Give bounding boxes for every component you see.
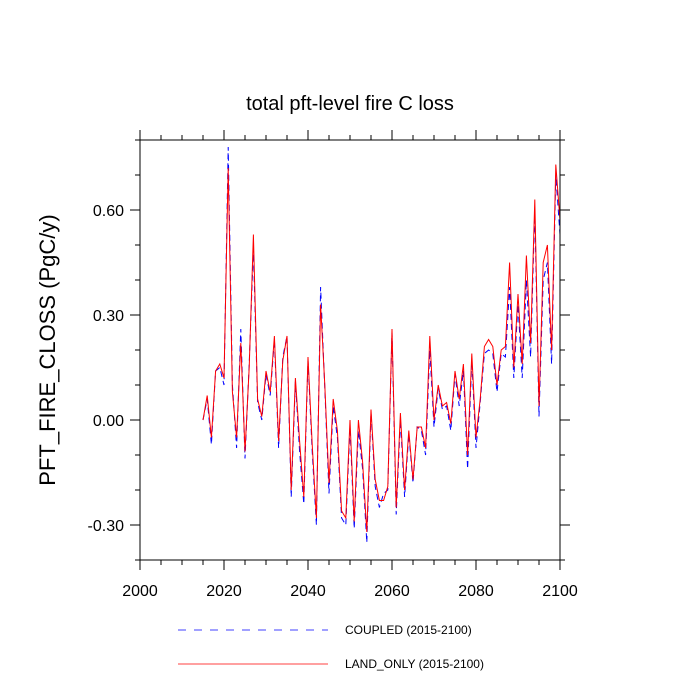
x-tick-label: 2020 [206,583,242,600]
x-tick-label: 2060 [374,583,410,600]
x-tick-label: 2000 [122,583,158,600]
plot-frame [139,139,561,561]
legend-label-coupled: COUPLED (2015-2100) [345,623,472,637]
y-tick-label: 0.60 [93,203,124,220]
y-tick-label: -0.30 [88,518,125,535]
plot-lines [202,146,561,543]
axis-tick-labels: 2000 2020 2040 2060 2080 2100 -0.30 0.00 0.30 0.6… [88,203,578,600]
x-tick-label: 2080 [458,583,494,600]
y-tick-label: 0.00 [93,413,124,430]
legend: COUPLED (2015-2100) LAND_ONLY (2015-2100… [178,623,484,671]
legend-label-land-only: LAND_ONLY (2015-2100) [345,657,484,671]
x-tick-label: 2100 [542,583,578,600]
axis-ticks [130,130,570,570]
chart-title: total pft-level fire C loss [246,93,454,115]
y-axis-label: PFT_FIRE_CLOSS (PgC/y) [35,214,60,485]
y-tick-label: 0.30 [93,308,124,325]
x-tick-label: 2040 [290,583,326,600]
series-line-land-only [202,164,561,533]
